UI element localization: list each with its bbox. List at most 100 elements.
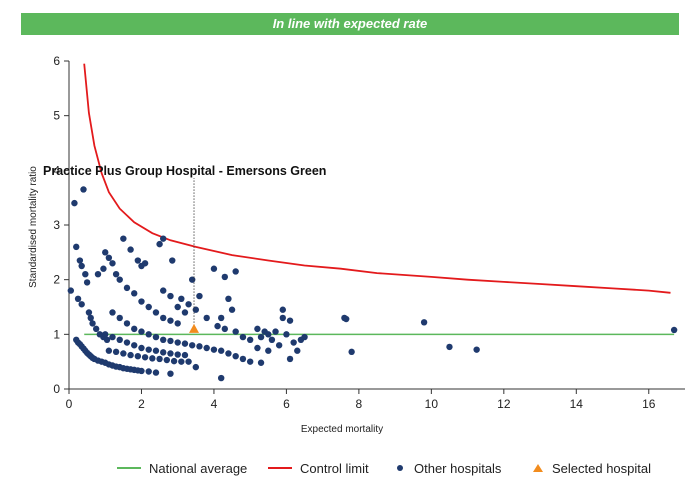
other-hospital-point xyxy=(167,292,174,300)
other-hospital-point xyxy=(82,271,89,278)
other-hospital-point xyxy=(71,199,78,207)
other-hospital-point xyxy=(102,249,109,256)
other-hospital-point xyxy=(156,240,163,248)
other-hospital-point xyxy=(94,271,102,278)
other-hospital-point xyxy=(192,363,200,371)
other-hospital-point xyxy=(170,357,178,365)
other-hospital-point xyxy=(116,336,123,343)
other-hospital-point xyxy=(145,331,152,338)
other-hospital-point xyxy=(123,320,131,327)
other-hospital-point xyxy=(225,350,232,357)
other-hospital-point xyxy=(138,344,145,352)
other-hospital-point xyxy=(109,309,116,316)
other-hospital-point xyxy=(420,319,428,326)
other-hospital-point xyxy=(131,290,138,297)
other-hospital-point xyxy=(78,262,85,270)
other-hospital-point xyxy=(116,276,123,283)
other-hospital-point xyxy=(109,260,116,267)
other-hospital-point xyxy=(268,336,276,343)
other-hospital-point xyxy=(73,243,80,251)
other-hospital-point xyxy=(167,370,174,377)
other-hospital-point xyxy=(163,356,171,364)
other-hospital-point xyxy=(109,333,116,341)
other-hospital-point xyxy=(120,350,127,357)
control-limit-line xyxy=(83,63,671,294)
x-tick-label: 12 xyxy=(497,397,511,411)
x-tick-label: 4 xyxy=(211,397,218,411)
other-hospital-point xyxy=(167,337,174,345)
other-hospital-point xyxy=(145,346,152,353)
other-hospital-point xyxy=(217,314,225,322)
other-hospital-point xyxy=(83,279,91,286)
y-tick-label: 2 xyxy=(53,273,60,287)
other-hospital-point xyxy=(149,355,156,362)
other-hospital-point xyxy=(275,342,283,349)
other-hospital-point xyxy=(138,367,145,375)
legend-label-control-limit: Control limit xyxy=(300,460,369,476)
x-tick-label: 0 xyxy=(66,397,73,411)
other-hospital-point xyxy=(105,347,113,354)
other-hospital-point xyxy=(217,347,225,354)
other-hospital-point xyxy=(265,331,272,338)
y-tick-label: 4 xyxy=(53,163,60,177)
other-hospital-point xyxy=(217,374,225,382)
other-hospital-point xyxy=(210,346,218,353)
other-hospital-point xyxy=(169,257,176,264)
y-tick-label: 0 xyxy=(53,382,60,396)
other-hospital-point xyxy=(189,342,196,349)
other-hospital-point xyxy=(167,350,174,357)
other-hospital-point xyxy=(134,257,142,264)
other-hospital-point xyxy=(221,325,229,333)
other-hospital-point xyxy=(228,306,236,313)
other-hospital-point xyxy=(87,314,94,322)
other-hospital-point xyxy=(103,336,111,343)
other-hospital-point xyxy=(473,346,480,353)
x-tick-label: 8 xyxy=(356,397,363,411)
other-hospital-point xyxy=(160,336,167,343)
other-hospital-point xyxy=(134,353,142,360)
other-hospital-point xyxy=(92,325,100,333)
other-hospital-point xyxy=(189,276,196,283)
other-hospital-point xyxy=(178,295,185,302)
other-hospital-point xyxy=(145,303,152,311)
other-hospital-point xyxy=(160,314,167,322)
other-hospital-point xyxy=(78,301,85,308)
x-axis-label: Expected mortality xyxy=(301,424,383,435)
other-hospital-point xyxy=(67,287,75,294)
legend-item-national-average: National average xyxy=(117,458,247,478)
other-hospital-point xyxy=(141,354,149,361)
other-hospital-point xyxy=(174,320,181,327)
other-hospital-point xyxy=(283,331,290,338)
other-hospital-point xyxy=(152,309,160,316)
other-hospital-point xyxy=(301,333,308,341)
other-hospital-point xyxy=(257,359,265,366)
other-hospital-point xyxy=(89,320,96,327)
x-tick-label: 6 xyxy=(283,397,290,411)
other-hospital-point xyxy=(74,295,82,302)
other-hospital-point xyxy=(112,348,120,356)
other-hospital-point xyxy=(279,314,286,322)
y-tick-label: 3 xyxy=(53,218,60,232)
other-hospital-point xyxy=(80,186,87,193)
status-banner: In line with expected rate xyxy=(21,13,679,35)
other-hospital-point xyxy=(203,344,210,352)
other-hospital-point xyxy=(286,317,294,324)
other-hospital-point xyxy=(446,343,453,351)
other-hospital-point xyxy=(225,295,232,302)
other-hospital-point xyxy=(152,333,160,341)
other-hospital-point xyxy=(100,265,107,272)
other-hospital-point xyxy=(210,265,218,272)
other-hospital-point xyxy=(141,260,149,267)
other-hospital-point xyxy=(138,328,145,335)
other-hospital-point xyxy=(290,339,297,346)
legend-label-national-average: National average xyxy=(149,460,248,476)
other-hospital-point xyxy=(116,314,123,322)
other-hospital-point xyxy=(265,347,272,354)
legend-item-control-limit: Control limit xyxy=(268,458,369,478)
other-hospital-point xyxy=(178,358,185,365)
x-tick-label: 2 xyxy=(138,397,145,411)
other-hospital-point xyxy=(174,351,181,358)
other-hospital-point xyxy=(232,268,239,275)
other-hospital-point xyxy=(239,333,247,341)
other-hospital-point xyxy=(123,339,131,346)
